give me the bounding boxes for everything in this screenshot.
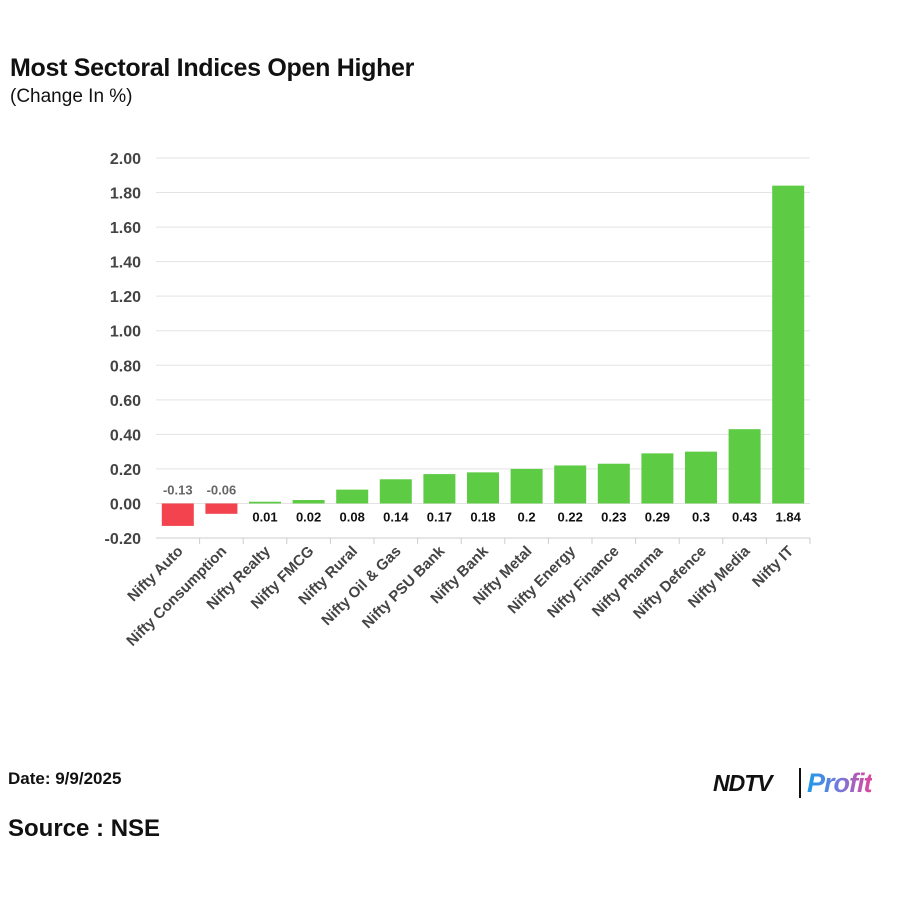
data-label: 0.3 [692,509,710,524]
y-tick-label: -0.20 [105,531,142,548]
bar [728,429,761,504]
y-tick-label: 0.20 [110,462,141,479]
data-label: 0.23 [601,509,626,524]
y-tick-label: 0.80 [110,358,141,375]
y-tick-label: 2.00 [110,151,141,168]
y-tick-label: 0.00 [110,496,141,513]
x-tick-label: Nifty IT [749,543,797,591]
bar [597,463,630,504]
data-label: 0.2 [518,509,536,524]
bar [772,185,805,504]
data-label: 1.84 [776,509,802,524]
logo-profit-text: Profit [807,768,872,798]
bar [249,501,281,504]
bar [423,474,456,504]
logo-divider [799,768,801,798]
y-tick-label: 1.60 [110,220,141,237]
bar [336,489,369,504]
bar [161,503,194,526]
logo-ndtv-text: NDTV [713,770,773,796]
bar [510,468,543,504]
bar-chart: -0.20 0.00 0.20 0.40 0.60 0.80 1.00 1.20 1.40 1.6… [105,151,811,650]
data-label: 0.08 [340,509,365,524]
data-label: 0.17 [427,509,452,524]
date-label: Date: 9/9/2025 [8,769,122,788]
bar [467,472,499,504]
bar [685,451,717,504]
y-tick-label: 0.40 [110,427,141,444]
data-label: 0.43 [732,509,757,524]
data-label: 0.18 [470,509,495,524]
y-tick-label: 1.00 [110,324,141,341]
data-label: 0.14 [383,509,409,524]
data-label: 0.02 [296,509,321,524]
ndtv-profit-logo: NDTV Profit [713,768,893,800]
y-tick-label: 1.40 [110,255,141,272]
y-tick-label: 1.20 [110,289,141,306]
bar [205,503,238,514]
data-label: 0.29 [645,509,670,524]
bar [292,500,325,504]
source-label: Source : NSE [8,815,161,842]
y-tick-label: 1.80 [110,186,141,203]
y-tick-label: 0.60 [110,393,141,410]
bar [379,479,412,504]
data-label: 0.22 [558,509,583,524]
bar [554,465,587,504]
data-label: -0.13 [163,482,193,497]
bar [641,453,674,504]
chart-subtitle: (Change In %) [10,86,133,107]
data-label: -0.06 [207,482,237,497]
data-label: 0.01 [252,509,277,524]
chart-title: Most Sectoral Indices Open Higher [10,54,415,82]
